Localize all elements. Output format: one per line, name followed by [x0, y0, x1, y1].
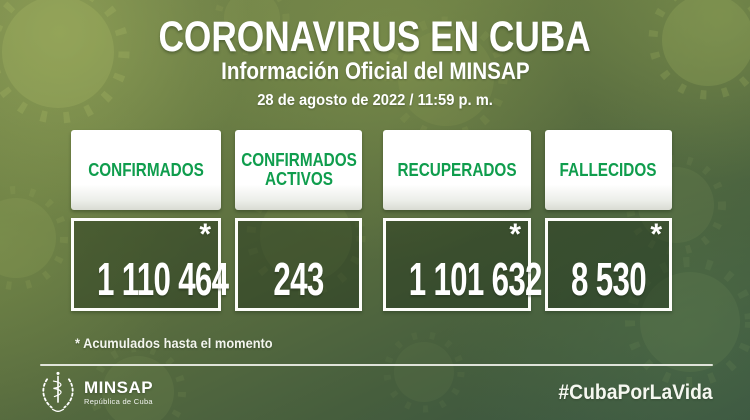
page-subtitle: Información Oficial del MINSAP — [220, 58, 530, 85]
stat-label: RECUPERADOS — [397, 159, 517, 180]
page-title: CORONAVIRUS EN CUBA — [158, 13, 592, 61]
stat-label-box: CONFIRMADOS — [71, 130, 221, 210]
stat-value: 1 110 464 — [97, 253, 229, 305]
virus-icon — [0, 186, 68, 290]
stat-value: 1 101 632 — [408, 253, 543, 305]
asterisk-mark: * — [509, 218, 521, 251]
minsap-logo: MINSAP República de Cuba — [38, 370, 153, 414]
stat-label: CONFIRMADOS — [88, 159, 204, 180]
stat-label: CONFIRMADOS ACTIVOS — [240, 150, 357, 189]
footer-divider — [40, 364, 713, 366]
stat-value: 8 530 — [571, 253, 647, 305]
stat-value-box: * 1 101 632 — [383, 218, 543, 311]
stat-label: FALLECIDOS — [560, 159, 657, 180]
asterisk-mark: * — [650, 218, 662, 251]
minsap-wordmark: MINSAP República de Cuba — [84, 377, 154, 406]
stat-card-confirmados-activos: CONFIRMADOS ACTIVOS 243 — [235, 130, 362, 311]
logo-subtitle: República de Cuba — [84, 396, 153, 406]
stat-card-fallecidos: FALLECIDOS * 8 530 — [545, 130, 672, 311]
stat-value: 243 — [273, 253, 324, 305]
stat-label-box: CONFIRMADOS ACTIVOS — [235, 130, 362, 210]
asterisk-mark: * — [199, 218, 211, 251]
stat-label-box: RECUPERADOS — [383, 130, 531, 210]
hashtag-cubaporlavida: #CubaPorLaVida — [558, 381, 713, 404]
header: CORONAVIRUS EN CUBA Información Oficial … — [0, 15, 750, 110]
cumulative-note: * Acumulados hasta el momento — [75, 336, 273, 351]
virus-icon — [383, 331, 465, 413]
minsap-emblem-icon — [42, 371, 74, 412]
stat-value-box: * 1 110 464 — [71, 218, 229, 311]
stat-card-recuperados: RECUPERADOS * 1 101 632 — [383, 130, 543, 311]
stat-value-box: 243 — [235, 218, 362, 311]
stat-label-box: FALLECIDOS — [545, 130, 672, 210]
logo-name: MINSAP — [84, 377, 154, 397]
report-date: 28 de agosto de 2022 / 11:59 p. m. — [257, 92, 493, 109]
stat-card-confirmados: CONFIRMADOS * 1 110 464 — [71, 130, 229, 311]
stat-value-box: * 8 530 — [545, 218, 672, 311]
